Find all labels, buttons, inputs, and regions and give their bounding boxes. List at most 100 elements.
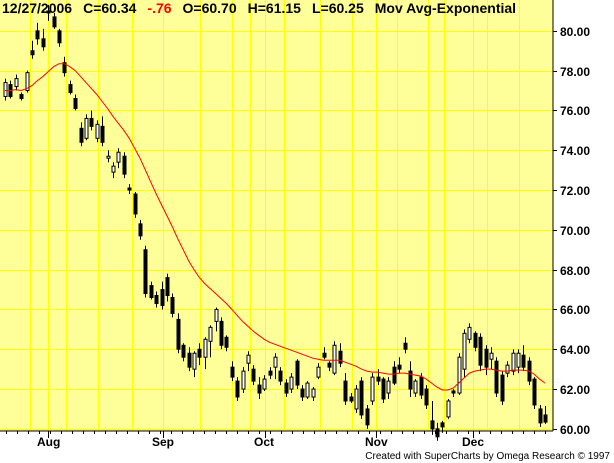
candlestick <box>68 80 73 95</box>
candlestick <box>349 393 354 403</box>
grid-lines <box>0 0 553 431</box>
candle-body <box>386 380 391 394</box>
price-tick-label: 60.00 <box>560 423 590 437</box>
header-open: O=60.70 <box>183 0 237 16</box>
candle-body <box>154 295 159 304</box>
candlestick <box>343 373 348 405</box>
candlestick <box>284 379 289 398</box>
candle-body <box>359 380 364 416</box>
candlestick <box>289 373 294 394</box>
candle-body <box>241 370 246 390</box>
candle-body <box>295 360 300 386</box>
candle-body <box>521 354 526 368</box>
candlestick <box>413 379 418 398</box>
price-tick-label: 72.00 <box>560 184 590 198</box>
candlestick <box>122 152 127 179</box>
candle-body <box>538 408 543 424</box>
candlestick <box>494 357 499 398</box>
price-tick-label: 76.00 <box>560 104 590 118</box>
candlestick <box>521 345 526 372</box>
candle-body <box>376 376 381 382</box>
candlestick <box>365 404 370 429</box>
candle-body <box>62 62 67 74</box>
candle-body <box>543 414 548 423</box>
candle-body <box>68 84 73 94</box>
candlestick <box>181 343 186 362</box>
candlestick <box>273 353 278 380</box>
candle-body <box>257 384 262 394</box>
candle-body <box>408 370 413 390</box>
candlestick <box>208 325 213 358</box>
candlestick <box>35 22 40 45</box>
candle-body <box>516 352 521 368</box>
candle-body <box>338 350 343 364</box>
candle-body <box>365 408 370 426</box>
candlestick <box>176 313 181 354</box>
candle-body <box>89 117 94 127</box>
candlestick <box>89 110 94 131</box>
candle-body <box>311 388 316 398</box>
candle-body <box>138 223 143 237</box>
candle-body <box>122 155 127 175</box>
candlestick <box>484 345 489 376</box>
candle-body <box>84 117 89 139</box>
month-tick-label: Aug <box>37 435 60 449</box>
candlestick <box>316 363 321 380</box>
candle-body <box>262 378 267 390</box>
candlestick <box>386 377 391 399</box>
price-tick-label: 64.00 <box>560 343 590 357</box>
candle-body <box>127 187 132 191</box>
candlestick <box>149 281 154 300</box>
price-tick-label: 78.00 <box>560 65 590 79</box>
candle-body <box>473 332 478 348</box>
candle-body <box>208 326 213 342</box>
candle-body <box>187 352 192 368</box>
candlestick <box>500 371 505 405</box>
month-tick-label: Oct <box>254 435 274 449</box>
candle-body <box>511 352 516 372</box>
candle-body <box>413 380 418 394</box>
header-close: C=60.34 <box>83 0 137 16</box>
candlestick <box>62 56 67 77</box>
candlestick <box>327 361 332 372</box>
candle-body <box>305 382 310 398</box>
candlestick <box>424 385 429 409</box>
candle-body <box>52 16 57 28</box>
candlestick <box>14 74 19 91</box>
candle-body <box>192 352 197 370</box>
candle-body <box>197 348 202 358</box>
candlestick <box>451 389 456 398</box>
candlestick <box>489 347 494 370</box>
candle-body <box>19 94 24 100</box>
candle-body <box>251 368 256 382</box>
candle-body <box>332 344 337 374</box>
candle-body <box>143 249 148 295</box>
candle-body <box>484 348 489 368</box>
candle-body <box>457 356 462 394</box>
candle-body <box>451 390 456 394</box>
candlestick <box>41 28 46 51</box>
candlestick <box>392 361 397 386</box>
candlestick <box>165 273 170 302</box>
candlestick <box>457 353 462 396</box>
candle-body <box>349 396 354 402</box>
candle-body <box>397 364 402 370</box>
candlestick <box>295 359 300 390</box>
candle-body <box>424 388 429 406</box>
candle-body <box>230 366 235 378</box>
candle-body <box>430 420 435 430</box>
candlestick <box>300 385 305 401</box>
candlestick <box>505 361 510 378</box>
candlestick <box>241 367 246 394</box>
candlestick <box>46 4 51 21</box>
candle-body <box>370 376 375 402</box>
credit-text: Created with SuperCharts by Omega Resear… <box>365 451 610 462</box>
candlestick <box>160 281 165 310</box>
candle-body <box>246 354 251 364</box>
candlestick <box>257 377 262 399</box>
candlestick <box>235 377 240 401</box>
candlestick <box>52 12 57 29</box>
month-tick-label: Nov <box>365 435 388 449</box>
candlestick <box>403 337 408 354</box>
candle-body <box>446 400 451 418</box>
